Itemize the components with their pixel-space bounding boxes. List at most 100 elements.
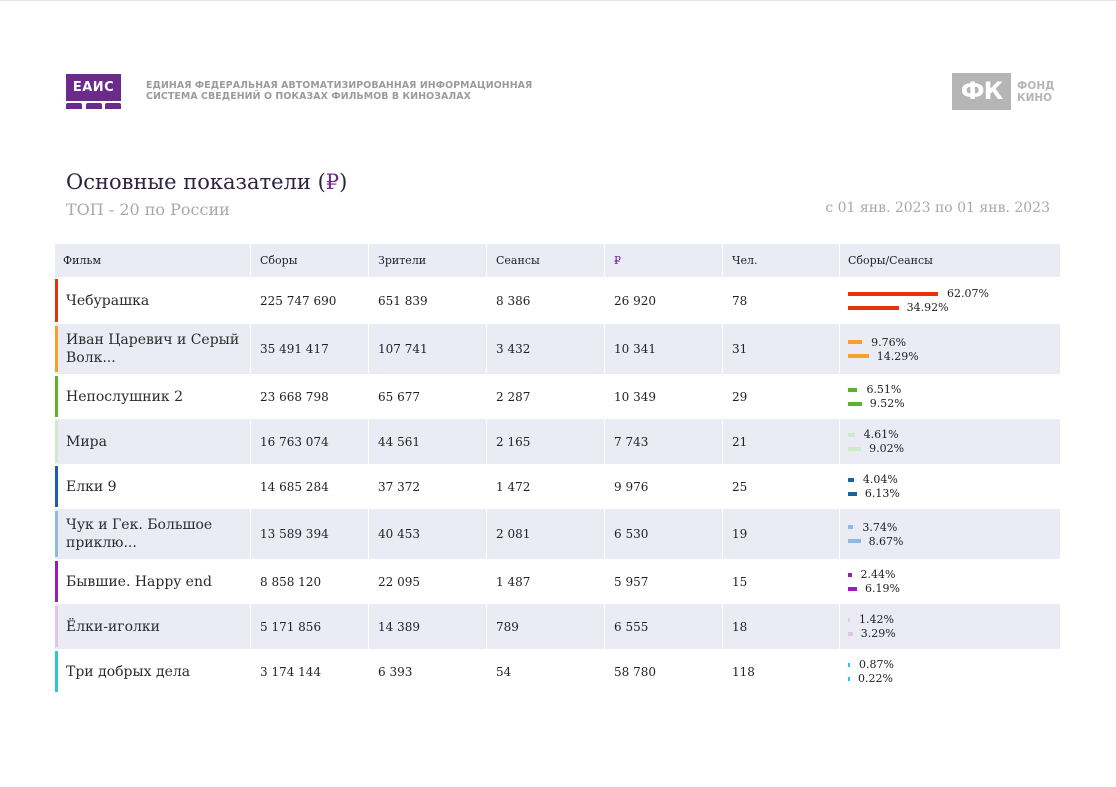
gross-share-bar <box>848 662 850 667</box>
cell-share-bars: 62.07% 34.92% <box>839 277 1060 324</box>
gross-share-label: 1.42% <box>859 613 894 626</box>
header-sessions[interactable]: Сеансы <box>486 244 604 277</box>
cell-gross: 23 668 798 <box>250 374 368 419</box>
cell-people: 21 <box>722 419 839 464</box>
table-row[interactable]: Чук и Гек. Большое приклю... 13 589 394 40… <box>55 509 1060 559</box>
cell-share-bars: 4.61% 9.02% <box>839 419 1060 464</box>
table-row[interactable]: Непослушник 2 23 668 798 65 677 2 287 10 349… <box>55 374 1060 419</box>
cell-gross: 35 491 417 <box>250 324 368 374</box>
sessions-share-label: 8.67% <box>868 534 904 548</box>
sessions-share-bar <box>848 446 862 451</box>
header-ruble[interactable]: ₽ <box>604 244 722 277</box>
cell-sessions: 8 386 <box>486 277 604 324</box>
table-row[interactable]: Чебурашка 225 747 690 651 839 8 386 26 920 78… <box>55 277 1060 324</box>
cell-ruble: 9 976 <box>604 464 722 509</box>
eais-logo-base <box>66 103 121 109</box>
table-row[interactable]: Елки 9 14 685 284 37 372 1 472 9 976 25 4.04% 6… <box>55 464 1060 509</box>
sessions-share-bar <box>848 631 853 636</box>
fond-kino-word1: ФОНД <box>1017 79 1055 92</box>
gross-share-bar <box>848 525 854 529</box>
cell-film: Чебурашка <box>66 292 150 309</box>
eais-caption-line2: СИСТЕМА СВЕДЕНИЙ О ПОКАЗАХ ФИЛЬМОВ В КИН… <box>146 91 471 102</box>
sessions-share-bar <box>848 354 869 358</box>
gross-share-label: 2.44% <box>860 568 896 581</box>
cell-sessions: 54 <box>486 649 604 694</box>
gross-share-label: 3.74% <box>862 520 898 534</box>
cell-gross: 3 174 144 <box>250 649 368 694</box>
cell-film: Елки 9 <box>66 478 117 495</box>
cell-people: 18 <box>722 604 839 649</box>
table-body: Чебурашка 225 747 690 651 839 8 386 26 920 78… <box>55 277 1060 694</box>
cell-people: 29 <box>722 374 839 419</box>
cell-people: 31 <box>722 324 839 374</box>
header-film[interactable]: Фильм <box>63 254 101 267</box>
sessions-share-bar <box>848 586 857 591</box>
sessions-share-label: 34.92% <box>906 301 949 314</box>
page-subtitle: ТОП - 20 по России <box>66 200 230 219</box>
gross-share-label: 0.87% <box>859 658 894 671</box>
gross-share-label: 62.07% <box>947 287 989 300</box>
gross-share-bar <box>848 572 852 577</box>
table-row[interactable]: Бывшие. Happy end 8 858 120 22 095 1 487 5 9… <box>55 559 1060 604</box>
cell-viewers: 651 839 <box>368 277 486 324</box>
cell-sessions: 2 287 <box>486 374 604 419</box>
header-people[interactable]: Чел. <box>722 244 839 277</box>
cell-film: Чук и Гек. Большое приклю... <box>66 517 213 551</box>
cell-share-bars: 9.76% 14.29% <box>839 324 1060 374</box>
cell-gross: 225 747 690 <box>250 277 368 324</box>
sessions-share-bar <box>848 676 850 681</box>
gross-share-label: 4.61% <box>863 428 899 441</box>
sessions-share-bar <box>848 539 861 543</box>
row-color-stripe <box>55 376 58 417</box>
eais-logo-mark: ЕАИС <box>66 74 121 101</box>
cell-sessions: 2 081 <box>486 509 604 559</box>
cell-ruble: 10 341 <box>604 324 722 374</box>
row-color-stripe <box>55 466 58 507</box>
cell-ruble: 26 920 <box>604 277 722 324</box>
films-table: Фильм Сборы Зрители Сеансы ₽ Чел. Сборы/… <box>55 244 1060 694</box>
page-title-text: Основные показатели ( <box>66 170 326 194</box>
cell-share-bars: 2.44% 6.19% <box>839 559 1060 604</box>
cell-sessions: 1 487 <box>486 559 604 604</box>
header-viewers[interactable]: Зрители <box>368 244 486 277</box>
cell-sessions: 1 472 <box>486 464 604 509</box>
cell-film: Мира <box>66 433 107 450</box>
cell-sessions: 2 165 <box>486 419 604 464</box>
row-color-stripe <box>55 511 58 557</box>
cell-film: Бывшие. Happy end <box>66 573 212 590</box>
eais-caption: ЕДИНАЯ ФЕДЕРАЛЬНАЯ АВТОМАТИЗИРОВАННАЯ ИН… <box>146 80 532 102</box>
cell-ruble: 6 530 <box>604 509 722 559</box>
ruble-icon: ₽ <box>325 170 340 194</box>
row-color-stripe <box>55 606 58 647</box>
fond-kino-logo: ФК ФОНД КИНО <box>952 73 1054 110</box>
table-row[interactable]: Три добрых дела 3 174 144 6 393 54 58 780 118… <box>55 649 1060 694</box>
sessions-share-label: 0.22% <box>858 672 893 685</box>
cell-sessions: 3 432 <box>486 324 604 374</box>
gross-share-bar <box>848 387 858 392</box>
sessions-share-label: 6.13% <box>864 487 900 500</box>
header-gross[interactable]: Сборы <box>250 244 368 277</box>
sessions-share-bar <box>848 401 862 406</box>
cell-gross: 5 171 856 <box>250 604 368 649</box>
cell-gross: 8 858 120 <box>250 559 368 604</box>
cell-film: Непослушник 2 <box>66 388 184 405</box>
table-row[interactable]: Ёлки-иголки 5 171 856 14 389 789 6 555 18 1.42… <box>55 604 1060 649</box>
sessions-share-bar <box>848 305 899 310</box>
cell-people: 25 <box>722 464 839 509</box>
eais-caption-line1: ЕДИНАЯ ФЕДЕРАЛЬНАЯ АВТОМАТИЗИРОВАННАЯ ИН… <box>146 80 533 91</box>
table-row[interactable]: Иван Царевич и Серый Волк... 35 491 417 10… <box>55 324 1060 374</box>
gross-share-bar <box>848 617 851 622</box>
cell-viewers: 6 393 <box>368 649 486 694</box>
cell-ruble: 58 780 <box>604 649 722 694</box>
gross-share-label: 4.04% <box>862 473 898 486</box>
header-gross-sessions[interactable]: Сборы/Сеансы <box>839 244 1060 277</box>
table-header: Фильм Сборы Зрители Сеансы ₽ Чел. Сборы/… <box>55 244 1060 277</box>
cell-ruble: 5 957 <box>604 559 722 604</box>
gross-share-bar <box>848 291 938 296</box>
table-row[interactable]: Мира 16 763 074 44 561 2 165 7 743 21 4.61% 9.0… <box>55 419 1060 464</box>
cell-viewers: 44 561 <box>368 419 486 464</box>
cell-viewers: 37 372 <box>368 464 486 509</box>
row-color-stripe <box>55 279 58 322</box>
cell-people: 78 <box>722 277 839 324</box>
cell-film: Иван Царевич и Серый Волк... <box>66 332 240 366</box>
